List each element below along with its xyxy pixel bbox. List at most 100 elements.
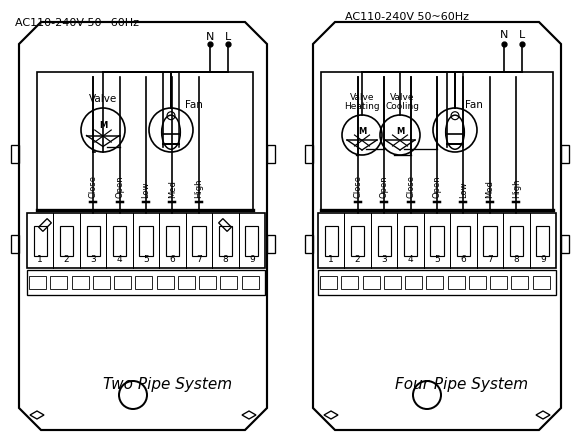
- Text: 2: 2: [355, 255, 360, 264]
- Text: AC110-240V 50~60Hz: AC110-240V 50~60Hz: [345, 12, 469, 22]
- Text: Two Pipe System: Two Pipe System: [103, 377, 233, 392]
- Bar: [536, 226, 549, 256]
- Text: AC110-240V 50~60Hz: AC110-240V 50~60Hz: [15, 18, 139, 28]
- Bar: [448, 276, 465, 289]
- Bar: [242, 276, 259, 289]
- Bar: [490, 276, 507, 289]
- Bar: [245, 226, 258, 256]
- Text: Valve: Valve: [89, 94, 117, 104]
- Text: Close: Close: [406, 175, 415, 198]
- Bar: [430, 226, 444, 256]
- Bar: [321, 72, 553, 210]
- Text: 8: 8: [223, 255, 228, 264]
- Text: 5: 5: [143, 255, 149, 264]
- Text: 9: 9: [249, 255, 255, 264]
- Text: Close: Close: [89, 175, 97, 198]
- Bar: [139, 226, 153, 256]
- Bar: [404, 226, 417, 256]
- Bar: [363, 276, 380, 289]
- Bar: [113, 226, 126, 256]
- Text: 5: 5: [434, 255, 440, 264]
- Text: M: M: [396, 127, 404, 136]
- Text: Valve: Valve: [350, 93, 374, 102]
- Bar: [378, 226, 391, 256]
- Bar: [405, 276, 422, 289]
- Bar: [157, 276, 174, 289]
- Text: 1: 1: [328, 255, 334, 264]
- Text: Close: Close: [353, 175, 362, 198]
- Bar: [93, 276, 110, 289]
- Text: Low: Low: [142, 182, 150, 198]
- Bar: [11, 145, 19, 163]
- Bar: [318, 270, 556, 295]
- Text: 7: 7: [196, 255, 202, 264]
- Text: 3: 3: [381, 255, 387, 264]
- Bar: [305, 145, 313, 163]
- Text: L: L: [225, 32, 231, 42]
- Text: M: M: [99, 121, 107, 130]
- Text: 9: 9: [540, 255, 546, 264]
- Bar: [27, 270, 265, 295]
- Text: Low: Low: [459, 182, 468, 198]
- Bar: [220, 276, 237, 289]
- Bar: [457, 226, 470, 256]
- Text: 7: 7: [487, 255, 493, 264]
- Text: 8: 8: [514, 255, 519, 264]
- Text: Open: Open: [380, 175, 389, 198]
- Bar: [114, 276, 131, 289]
- Bar: [50, 276, 67, 289]
- Text: Med: Med: [168, 180, 177, 198]
- Text: 4: 4: [117, 255, 122, 264]
- Bar: [318, 213, 556, 268]
- Text: High: High: [512, 178, 521, 198]
- Text: N: N: [206, 32, 214, 42]
- Text: 4: 4: [408, 255, 413, 264]
- Text: L: L: [519, 30, 525, 40]
- Bar: [510, 226, 523, 256]
- Text: Valve: Valve: [390, 93, 415, 102]
- Bar: [37, 72, 253, 210]
- Bar: [320, 276, 337, 289]
- Text: Open: Open: [115, 175, 124, 198]
- Bar: [267, 145, 275, 163]
- Bar: [29, 276, 46, 289]
- Text: High: High: [194, 178, 203, 198]
- Bar: [511, 276, 528, 289]
- Text: 3: 3: [90, 255, 96, 264]
- Bar: [34, 226, 47, 256]
- Bar: [219, 226, 232, 256]
- Bar: [341, 276, 359, 289]
- Text: 1: 1: [37, 255, 43, 264]
- Text: Fan: Fan: [465, 100, 483, 110]
- Bar: [533, 276, 550, 289]
- Bar: [166, 226, 179, 256]
- Bar: [178, 276, 195, 289]
- Bar: [351, 226, 364, 256]
- Bar: [305, 235, 313, 253]
- Bar: [483, 226, 497, 256]
- Text: Fan: Fan: [185, 100, 203, 110]
- Bar: [27, 213, 265, 268]
- Text: 6: 6: [170, 255, 175, 264]
- Text: 2: 2: [64, 255, 69, 264]
- Text: Heating: Heating: [344, 102, 380, 111]
- Bar: [192, 226, 205, 256]
- Bar: [135, 276, 152, 289]
- Bar: [561, 235, 569, 253]
- Text: Four Pipe System: Four Pipe System: [395, 377, 529, 392]
- Bar: [72, 276, 89, 289]
- Text: 6: 6: [461, 255, 466, 264]
- Bar: [11, 235, 19, 253]
- Bar: [199, 276, 216, 289]
- Bar: [86, 226, 100, 256]
- Bar: [561, 145, 569, 163]
- Bar: [325, 226, 338, 256]
- Text: Cooling: Cooling: [385, 102, 419, 111]
- Text: M: M: [358, 127, 366, 136]
- Text: Open: Open: [433, 175, 441, 198]
- Bar: [60, 226, 73, 256]
- Bar: [426, 276, 444, 289]
- Text: N: N: [500, 30, 508, 40]
- Bar: [267, 235, 275, 253]
- Bar: [469, 276, 486, 289]
